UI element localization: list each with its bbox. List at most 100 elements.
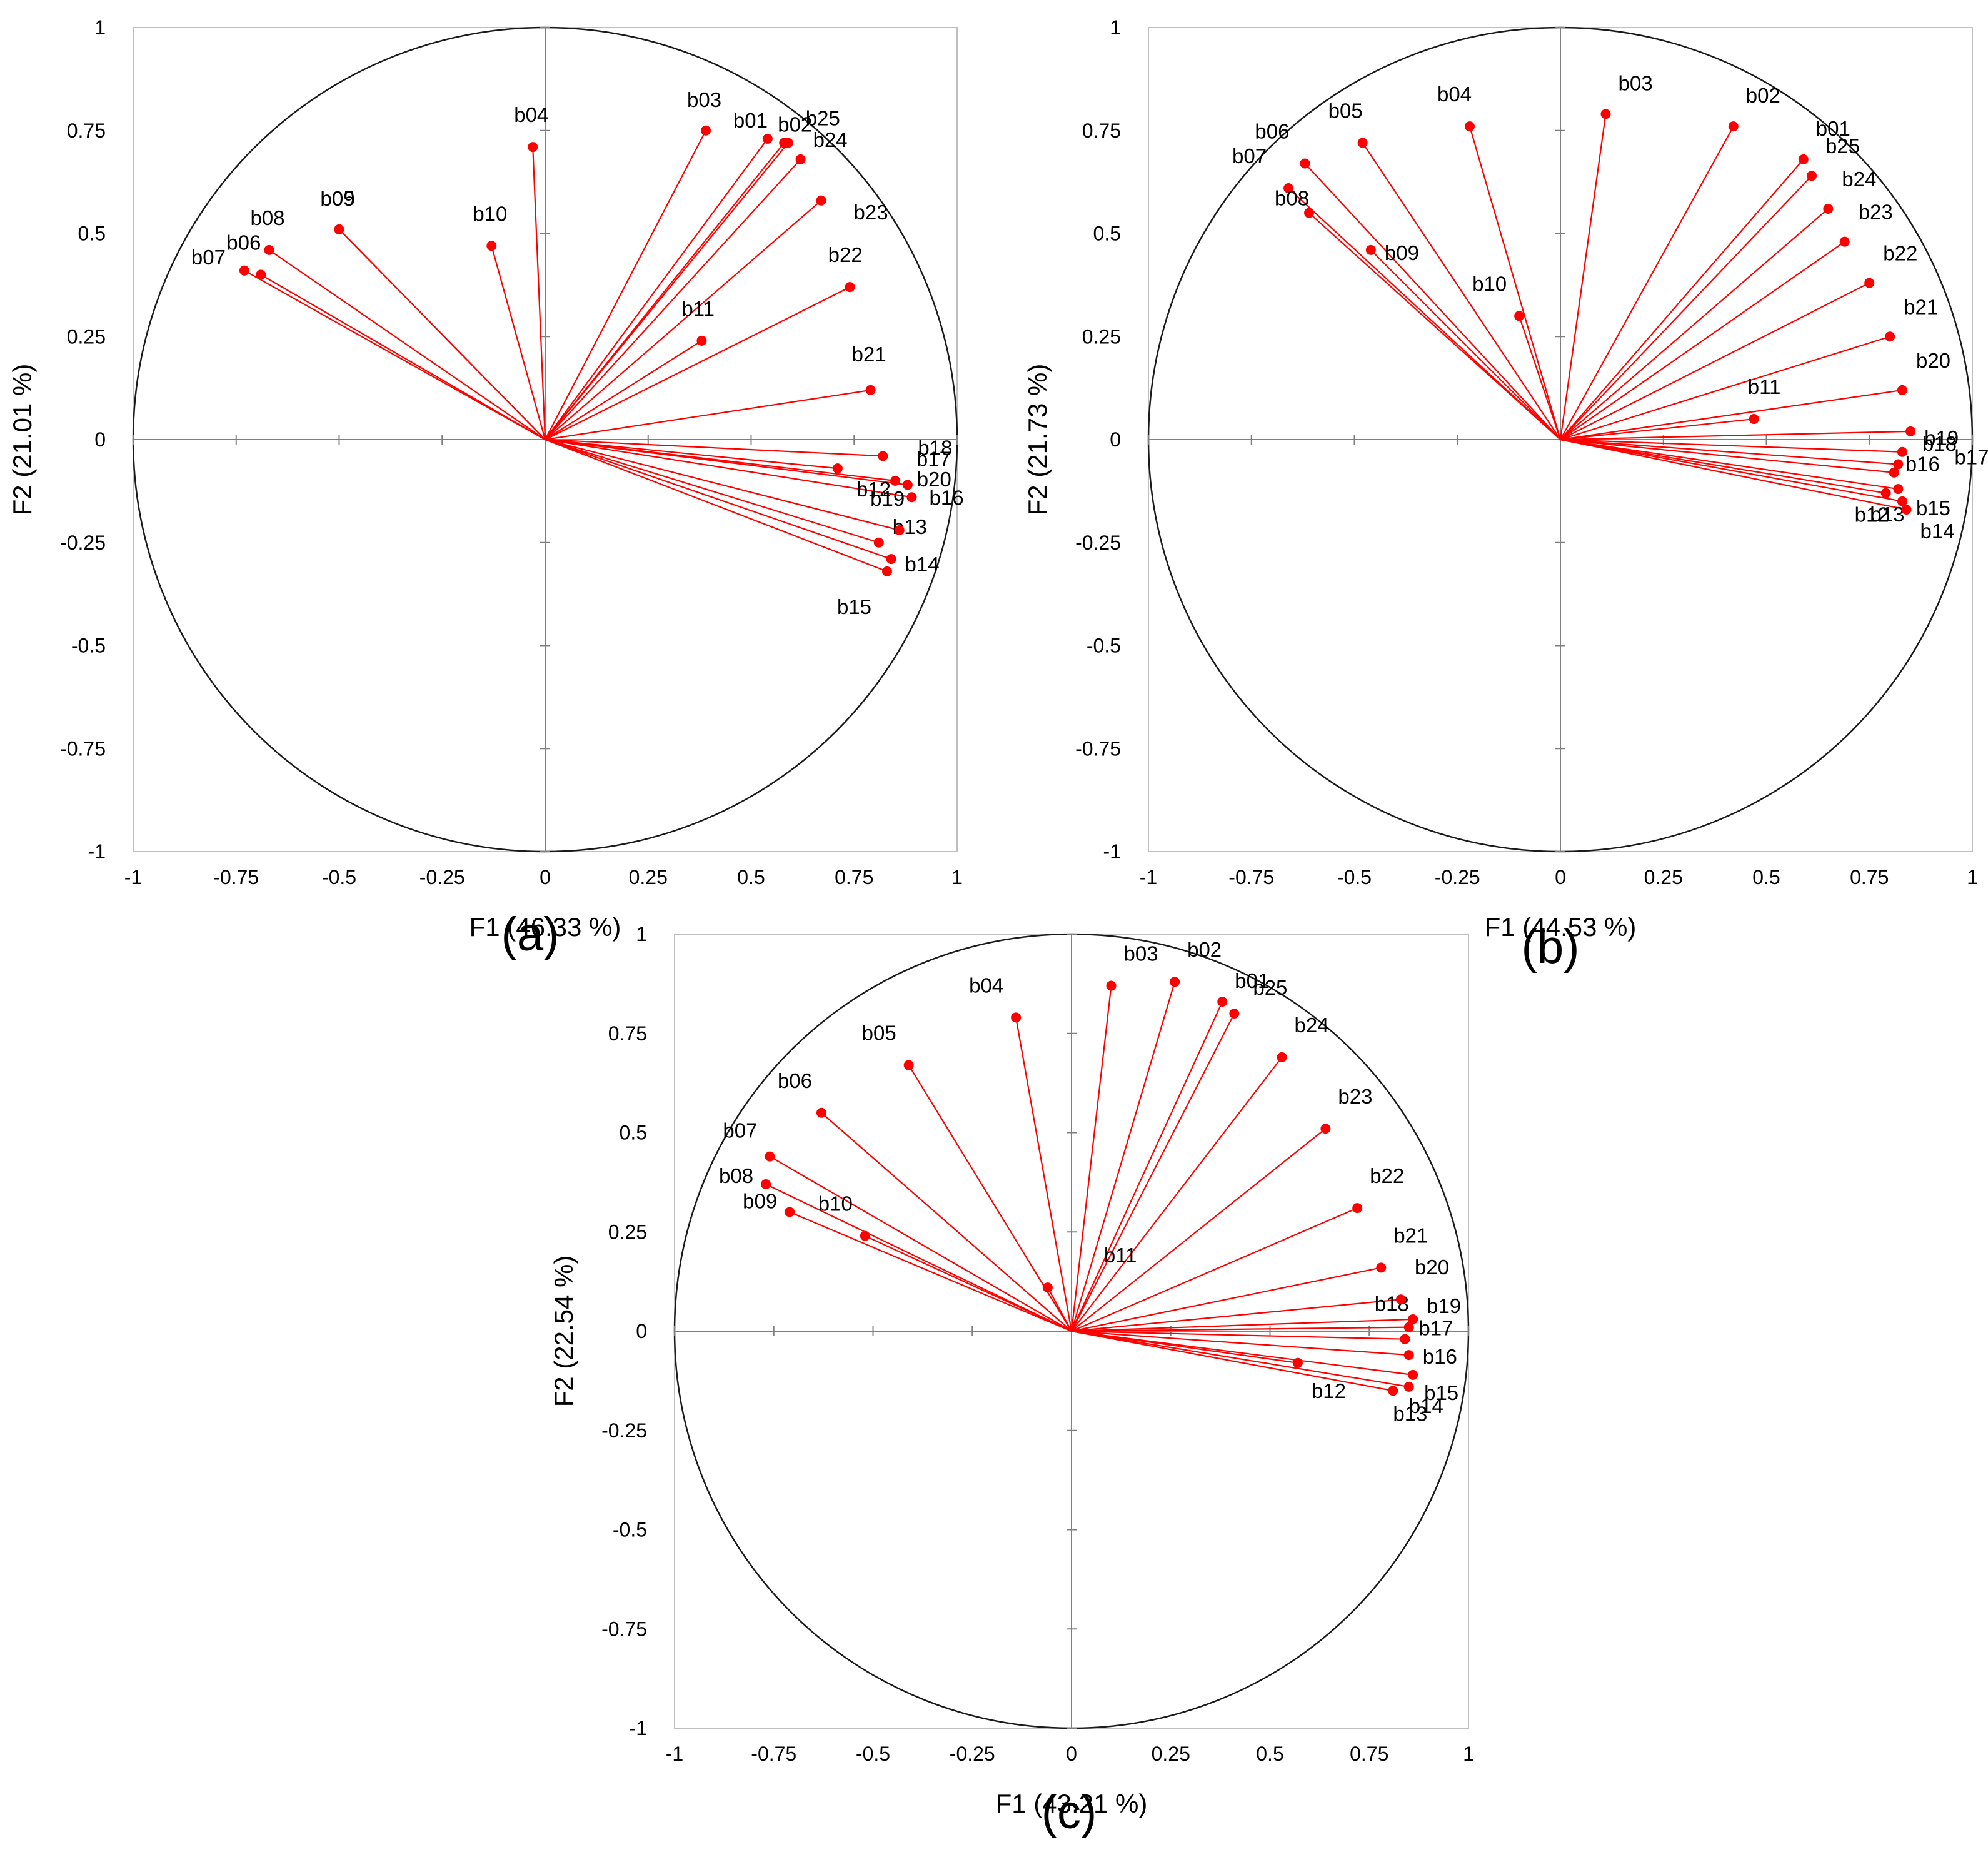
point-label-b23: b23: [1338, 1085, 1372, 1108]
x-tick-label: 0: [1066, 1743, 1077, 1765]
point-label-b07: b07: [723, 1119, 757, 1142]
loading-point-b15: [1897, 496, 1907, 506]
y-tick-label: 0.75: [608, 1022, 647, 1045]
point-label-b01: b01: [1816, 117, 1850, 140]
y-tick-label: -1: [630, 1717, 647, 1739]
loading-point-b08: [761, 1179, 771, 1190]
loading-vector-b14: [1560, 438, 1907, 511]
point-label-b16: b16: [930, 486, 964, 509]
loading-vector-b24: [1071, 1057, 1283, 1332]
y-tick-label: -0.25: [60, 531, 106, 554]
point-label-b25: b25: [1253, 976, 1287, 999]
loading-vector-b23: [545, 199, 822, 440]
loading-vector-b16: [545, 438, 912, 498]
loading-point-b17: [1400, 1334, 1410, 1344]
loading-point-b24: [1823, 203, 1834, 214]
loading-point-b07: [239, 265, 249, 276]
x-tick-label: -1: [124, 866, 142, 888]
y-tick-label: 0.75: [1082, 119, 1121, 142]
loading-vector-b01: [1560, 159, 1804, 440]
loading-vector-b20: [545, 438, 900, 531]
loading-vector-b03: [545, 130, 706, 440]
point-label-b25: b25: [806, 107, 840, 130]
point-label-b20: b20: [1916, 349, 1950, 372]
panel-c: -1 -0.75 -0.5 -0.25 0 0.25 0.5 0.75 1 1 0.75 0.5 0.2…: [549, 923, 1474, 1839]
loading-point-b25: [1806, 171, 1817, 181]
loading-point-b11: [1042, 1282, 1053, 1293]
point-label-b08: b08: [719, 1164, 753, 1187]
point-label-b19: b19: [1924, 426, 1959, 450]
loading-vector-b19: [545, 438, 896, 481]
loading-vector-b10: [865, 1235, 1072, 1332]
loading-vector-b23: [1560, 241, 1845, 440]
loading-vector-b21: [545, 389, 871, 441]
loading-vector-b17: [1071, 1330, 1405, 1340]
point-label-b24: b24: [813, 128, 848, 151]
loading-point-b09: [785, 1207, 795, 1217]
y-tick-label: 0.75: [67, 119, 106, 142]
loading-vector-b07: [244, 269, 546, 440]
x-tick-label: 1: [1463, 1743, 1474, 1765]
y-tick-label: 1: [1110, 16, 1121, 39]
loading-vector-b13: [1071, 1330, 1393, 1392]
loading-vector-b13: [1560, 438, 1899, 490]
loading-point-b18: [1403, 1322, 1414, 1332]
point-label-b20: b20: [1415, 1256, 1449, 1279]
point-label-b12: b12: [1855, 503, 1889, 526]
x-tick-label: 0: [1555, 866, 1566, 888]
loading-point-b20: [1897, 385, 1907, 395]
point-label-b16: b16: [1423, 1345, 1457, 1368]
point-label-b09: b09: [743, 1190, 777, 1213]
x-tick-label: -0.25: [1435, 866, 1480, 888]
y-axis-title: F2 (22.54 %): [549, 1256, 578, 1407]
loading-point-b10: [486, 241, 497, 251]
loading-vector-b22: [545, 286, 851, 440]
loading-vector-b25: [1560, 175, 1812, 440]
panel-label: (b): [1522, 920, 1580, 974]
x-tick-label: -0.25: [419, 866, 465, 888]
point-label-b03: b03: [687, 88, 721, 111]
loading-vector-b11: [1047, 1287, 1072, 1332]
y-tick-label: 0.5: [620, 1122, 647, 1144]
loading-point-b10: [860, 1230, 870, 1241]
x-tick-label: 0.5: [737, 866, 765, 888]
loading-point-b15: [881, 566, 892, 576]
point-label-b07: b07: [1232, 144, 1267, 168]
loading-point-b19: [890, 475, 901, 486]
y-tick-label: 0.25: [608, 1220, 647, 1243]
loading-vector-b12: [545, 438, 838, 470]
panel-b: -1 -0.75 -0.5 -0.25 0 0.25 0.5 0.75 1 1 0.75 0.5 0.2…: [1023, 16, 1988, 974]
loading-vector-b10: [1519, 315, 1562, 440]
loading-vector-b20: [1071, 1299, 1402, 1332]
point-label-b21: b21: [1904, 295, 1938, 318]
loading-point-b07: [1283, 183, 1294, 194]
point-label-b18: b18: [1922, 432, 1957, 455]
loading-vector-b15: [1071, 1330, 1413, 1376]
point-label-b01: b01: [733, 109, 768, 132]
loading-vector-b06: [821, 1112, 1072, 1332]
loading-point-b01: [1217, 996, 1228, 1007]
point-label-b04: b04: [1437, 83, 1472, 106]
point-label-b09: b09: [1385, 241, 1419, 264]
y-tick-label: 0: [1110, 428, 1121, 451]
point-label-b15: b15: [1916, 496, 1950, 520]
loading-vector-b09: [789, 1211, 1072, 1332]
point-label-b23: b23: [1859, 201, 1893, 224]
point-label-b11: b11: [681, 297, 715, 320]
loading-vector-b03: [1070, 985, 1112, 1332]
point-label-b17: b17: [1418, 1317, 1453, 1340]
y-tick-label: -0.75: [60, 737, 106, 760]
loading-point-b01: [762, 133, 773, 144]
loading-point-b01: [1798, 154, 1809, 164]
loading-vector-b25: [1071, 1013, 1235, 1332]
x-tick-label: -0.5: [856, 1743, 890, 1765]
loading-point-b14: [1901, 505, 1912, 515]
loading-vector-b04: [1468, 126, 1562, 440]
point-label-b02: b02: [778, 113, 812, 136]
loading-vector-b18: [1560, 438, 1903, 453]
loading-point-b03: [1600, 109, 1611, 119]
loading-point-b22: [845, 282, 855, 293]
loading-point-b05: [903, 1060, 914, 1070]
loading-point-b11: [1749, 414, 1759, 425]
point-label-b11: b11: [1104, 1244, 1137, 1267]
